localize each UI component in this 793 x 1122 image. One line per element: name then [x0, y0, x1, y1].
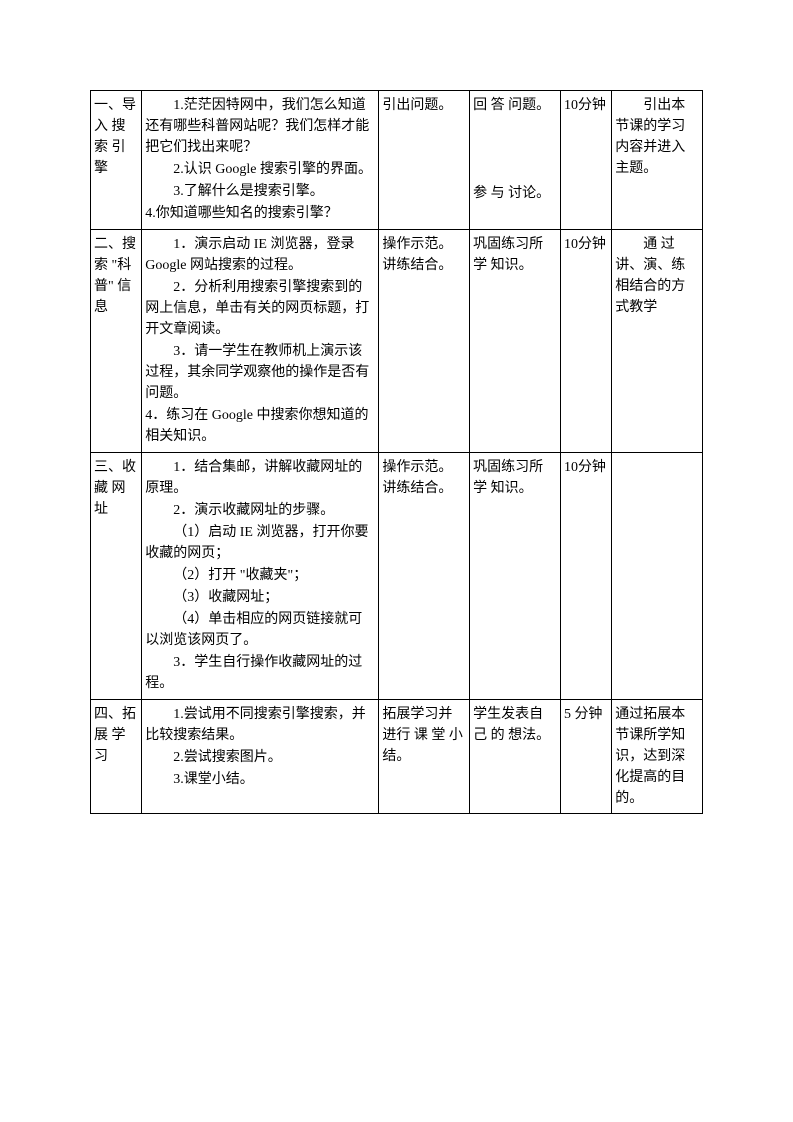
student-line: 巩固练习所 学 知识。	[473, 234, 557, 276]
student-cell: 学生发表自 己 的 想法。	[470, 700, 561, 814]
student-line	[473, 117, 557, 138]
student-line: 参 与 讨论。	[473, 183, 557, 204]
content-line: 2．演示收藏网址的步骤。	[145, 500, 375, 521]
student-cell: 回 答 问题。 参 与 讨论。	[470, 91, 561, 230]
content-line: 1.茫茫因特网中，我们怎么知道还有哪些科普网站呢？我们怎样才能把它们找出来呢？	[145, 95, 375, 158]
content-cell: 1．结合集邮，讲解收藏网址的原理。2．演示收藏网址的步骤。（1）启动 IE 浏览…	[142, 453, 379, 700]
content-line: 3.了解什么是搜索引擎。	[145, 181, 375, 202]
student-cell: 巩固练习所 学 知识。	[470, 453, 561, 700]
student-line: 巩固练习所 学 知识。	[473, 457, 557, 499]
student-cell: 巩固练习所 学 知识。	[470, 230, 561, 453]
time-cell: 5 分钟	[560, 700, 611, 814]
student-line	[473, 161, 557, 182]
student-line	[473, 139, 557, 160]
content-line: 1．结合集邮，讲解收藏网址的原理。	[145, 457, 375, 499]
teacher-cell: 拓展学习并进行 课 堂 小结。	[379, 700, 470, 814]
teacher-cell: 操作示范。讲练结合。	[379, 230, 470, 453]
table-row: 四、拓展 学习1.尝试用不同搜索引擎搜索，并比较搜索结果。2.尝试搜索图片。3.…	[91, 700, 703, 814]
content-line: 4．练习在 Google 中搜索你想知道的相关知识。	[145, 405, 375, 447]
content-cell: 1.尝试用不同搜索引擎搜索，并比较搜索结果。2.尝试搜索图片。3.课堂小结。	[142, 700, 379, 814]
content-line: 3．请一学生在教师机上演示该过程，其余同学观察他的操作是否有问题。	[145, 341, 375, 404]
time-cell: 10分钟	[560, 230, 611, 453]
time-cell: 10分钟	[560, 91, 611, 230]
content-line: 3．学生自行操作收藏网址的过程。	[145, 652, 375, 694]
stage-cell: 三、收藏 网址	[91, 453, 142, 700]
lesson-plan-table: 一、导入 搜索 引擎1.茫茫因特网中，我们怎么知道还有哪些科普网站呢？我们怎样才…	[90, 90, 703, 814]
content-line: 3.课堂小结。	[145, 769, 375, 790]
student-line: 学生发表自 己 的 想法。	[473, 704, 557, 746]
intent-cell: 通过拓展本节课所学知识，达到深化提高的目的。	[612, 700, 703, 814]
content-line: （1）启动 IE 浏览器，打开你要收藏的网页；	[145, 522, 375, 564]
content-line: 4.你知道哪些知名的搜索引擎？	[145, 203, 375, 224]
content-line: 1．演示启动 IE 浏览器，登录Google 网站搜索的过程。	[145, 234, 375, 276]
content-line: （2）打开 "收藏夹"；	[145, 565, 375, 586]
content-line: 2.认识 Google 搜索引擎的界面。	[145, 159, 375, 180]
intent-cell	[612, 453, 703, 700]
stage-cell: 一、导入 搜索 引擎	[91, 91, 142, 230]
stage-cell: 二、搜索 "科普" 信息	[91, 230, 142, 453]
teacher-cell: 操作示范。讲练结合。	[379, 453, 470, 700]
teacher-cell: 引出问题。	[379, 91, 470, 230]
table-row: 三、收藏 网址1．结合集邮，讲解收藏网址的原理。2．演示收藏网址的步骤。（1）启…	[91, 453, 703, 700]
content-line: 1.尝试用不同搜索引擎搜索，并比较搜索结果。	[145, 704, 375, 746]
content-line: （3）收藏网址；	[145, 587, 375, 608]
content-line: 2．分析利用搜索引擎搜索到的网上信息，单击有关的网页标题，打开文章阅读。	[145, 277, 375, 340]
table-row: 一、导入 搜索 引擎1.茫茫因特网中，我们怎么知道还有哪些科普网站呢？我们怎样才…	[91, 91, 703, 230]
intent-cell: 通 过讲、演、练相结合的方式教学	[612, 230, 703, 453]
stage-cell: 四、拓展 学习	[91, 700, 142, 814]
content-line: 2.尝试搜索图片。	[145, 747, 375, 768]
intent-cell: 引出本节课的学习内容并进入主题。	[612, 91, 703, 230]
content-cell: 1.茫茫因特网中，我们怎么知道还有哪些科普网站呢？我们怎样才能把它们找出来呢？2…	[142, 91, 379, 230]
content-line: （4）单击相应的网页链接就可以浏览该网页了。	[145, 609, 375, 651]
table-row: 二、搜索 "科普" 信息1．演示启动 IE 浏览器，登录Google 网站搜索的…	[91, 230, 703, 453]
content-cell: 1．演示启动 IE 浏览器，登录Google 网站搜索的过程。2．分析利用搜索引…	[142, 230, 379, 453]
time-cell: 10分钟	[560, 453, 611, 700]
student-line: 回 答 问题。	[473, 95, 557, 116]
